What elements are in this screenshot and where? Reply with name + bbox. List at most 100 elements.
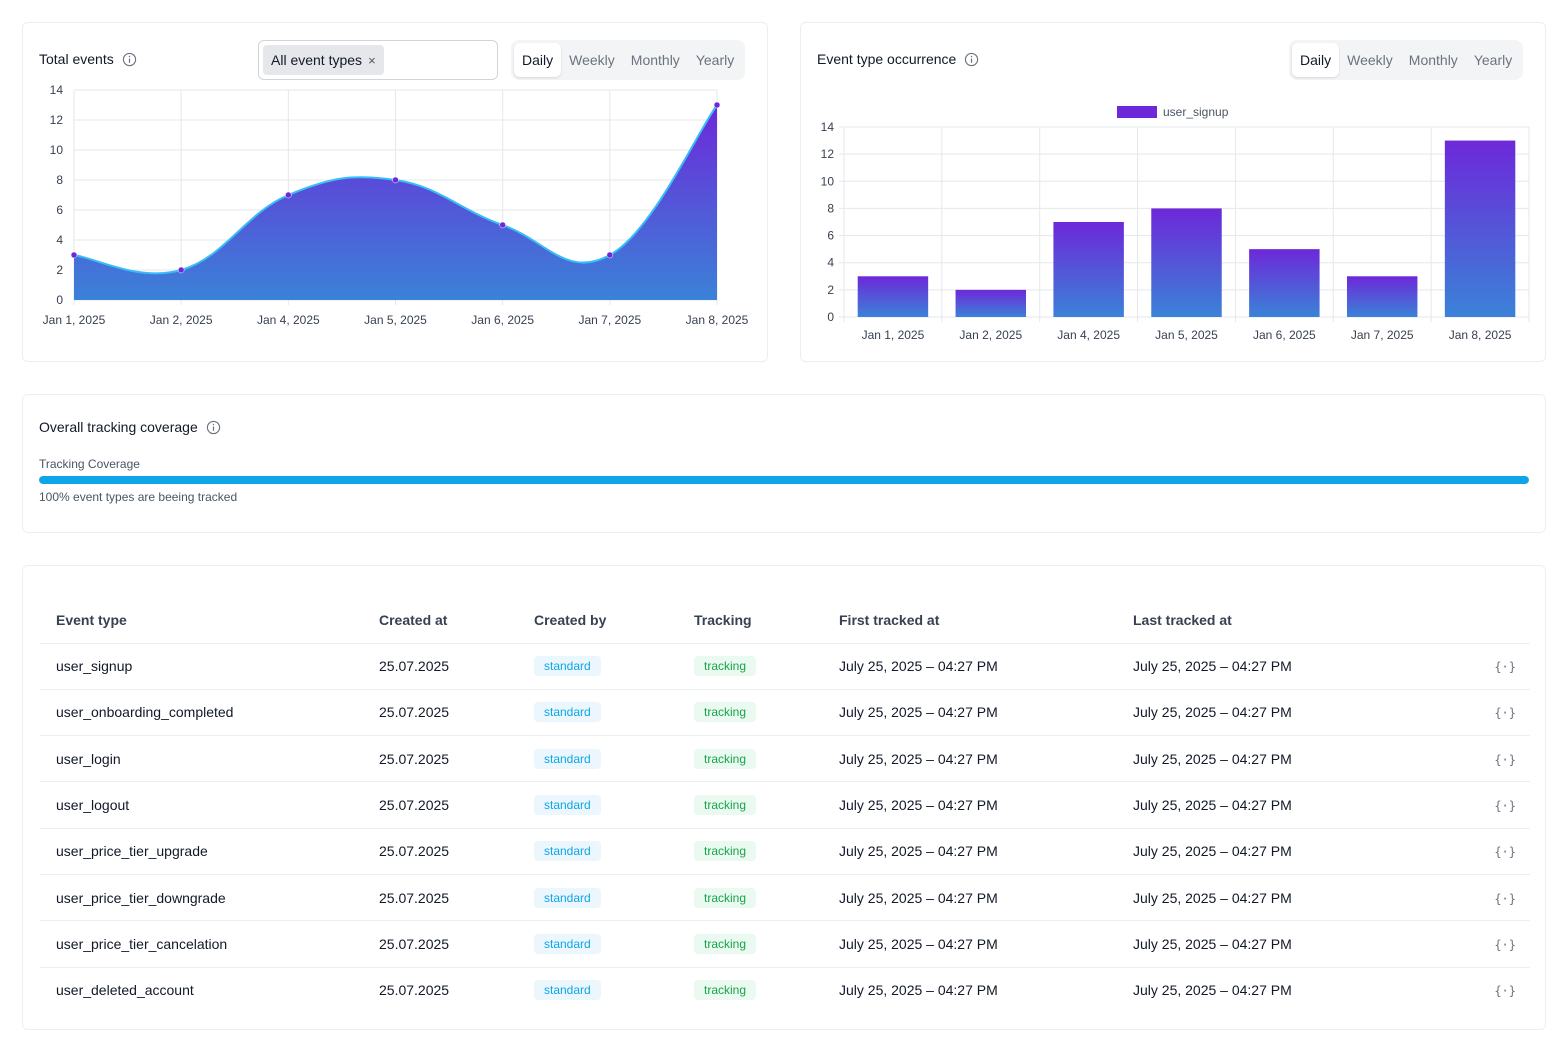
tracking-cell: tracking bbox=[678, 920, 823, 968]
coverage-title-wrap: Overall tracking coverage bbox=[39, 419, 221, 435]
table-row[interactable]: user_signup 25.07.2025 standard tracking Jul… bbox=[40, 643, 1530, 690]
coverage-bar-label: Tracking Coverage bbox=[39, 457, 140, 471]
col-first-tracked[interactable]: First tracked at bbox=[823, 598, 1117, 644]
data-point bbox=[70, 251, 78, 259]
table-row[interactable]: user_price_tier_cancelation 25.07.2025 sta… bbox=[40, 920, 1530, 968]
filter-chip: All event types × bbox=[263, 45, 384, 75]
col-created-at[interactable]: Created at bbox=[363, 598, 518, 644]
data-point bbox=[499, 221, 506, 229]
total-events-card: Total events All event types × Daily Wee… bbox=[22, 22, 768, 362]
code-braces-icon[interactable]: {·} bbox=[1494, 799, 1516, 814]
code-braces-icon[interactable]: {·} bbox=[1494, 660, 1516, 675]
col-event-type[interactable]: Event type bbox=[40, 598, 363, 644]
bar bbox=[1346, 276, 1418, 317]
period-yearly[interactable]: Yearly bbox=[695, 52, 735, 68]
tracking-cell: tracking bbox=[678, 781, 823, 829]
table-row[interactable]: user_deleted_account 25.07.2025 standard tr… bbox=[40, 967, 1530, 1013]
occurrence-title: Event type occurrence bbox=[817, 51, 957, 67]
created-at-cell: 25.07.2025 bbox=[363, 781, 518, 829]
col-actions bbox=[1417, 598, 1530, 644]
period-monthly[interactable]: Monthly bbox=[1408, 52, 1458, 68]
event-type-cell: user_price_tier_downgrade bbox=[40, 874, 363, 922]
created-by-cell: standard bbox=[518, 967, 678, 1013]
table-row[interactable]: user_price_tier_downgrade 25.07.2025 stand… bbox=[40, 874, 1530, 922]
legend-swatch bbox=[1117, 106, 1157, 118]
created-at-cell: 25.07.2025 bbox=[363, 735, 518, 783]
y-tick-label: 14 bbox=[50, 85, 64, 97]
x-tick-label: Jan 1, 2025 bbox=[862, 328, 925, 342]
period-daily[interactable]: Daily bbox=[1292, 43, 1340, 77]
created-at-cell: 25.07.2025 bbox=[363, 920, 518, 968]
tracking-cell: tracking bbox=[678, 689, 823, 737]
last-tracked-cell: July 25, 2025 – 04:27 PM bbox=[1117, 735, 1417, 783]
event-type-cell: user_signup bbox=[40, 643, 363, 690]
first-tracked-cell: July 25, 2025 – 04:27 PM bbox=[823, 643, 1117, 690]
table-row[interactable]: user_price_tier_upgrade 25.07.2025 standar… bbox=[40, 828, 1530, 875]
x-tick-label: Jan 8, 2025 bbox=[686, 313, 749, 327]
col-last-tracked[interactable]: Last tracked at bbox=[1117, 598, 1417, 644]
actions-cell: {·} bbox=[1417, 689, 1530, 737]
code-braces-icon[interactable]: {·} bbox=[1494, 891, 1516, 906]
created-by-badge: standard bbox=[534, 980, 601, 1001]
bar bbox=[1444, 140, 1516, 317]
total-events-title-wrap: Total events bbox=[39, 51, 137, 67]
x-tick-label: Jan 5, 2025 bbox=[1155, 328, 1218, 342]
tracking-cell: tracking bbox=[678, 735, 823, 783]
created-by-cell: standard bbox=[518, 689, 678, 737]
actions-cell: {·} bbox=[1417, 967, 1530, 1013]
code-braces-icon[interactable]: {·} bbox=[1494, 984, 1516, 999]
bar bbox=[955, 289, 1027, 317]
event-type-cell: user_price_tier_upgrade bbox=[40, 828, 363, 875]
tracking-status-badge: tracking bbox=[694, 887, 757, 908]
event-occurrence-card: Event type occurrence Daily Weekly Month… bbox=[800, 22, 1546, 362]
period-weekly[interactable]: Weekly bbox=[1347, 52, 1393, 68]
table-row[interactable]: user_logout 25.07.2025 standard tracking Jul… bbox=[40, 781, 1530, 829]
col-created-by[interactable]: Created by bbox=[518, 598, 678, 644]
created-at-cell: 25.07.2025 bbox=[363, 643, 518, 690]
tracking-status-badge: tracking bbox=[694, 702, 757, 723]
tracking-cell: tracking bbox=[678, 874, 823, 922]
y-tick-label: 10 bbox=[821, 174, 835, 188]
table-row[interactable]: user_login 25.07.2025 standard tracking July… bbox=[40, 735, 1530, 783]
y-tick-label: 2 bbox=[827, 283, 834, 297]
created-by-cell: standard bbox=[518, 735, 678, 783]
created-at-cell: 25.07.2025 bbox=[363, 828, 518, 875]
info-icon[interactable] bbox=[964, 52, 979, 67]
legend-label: user_signup bbox=[1163, 105, 1229, 119]
code-braces-icon[interactable]: {·} bbox=[1494, 706, 1516, 721]
total-events-chart: 0 2 4 6 8 10 12 14 Jan 1, 2025 Jan 2, 2025 Jan 4, … bbox=[43, 85, 749, 327]
created-at-cell: 25.07.2025 bbox=[363, 689, 518, 737]
x-tick-label: Jan 1, 2025 bbox=[43, 313, 106, 327]
y-tick-label: 4 bbox=[827, 256, 834, 270]
first-tracked-cell: July 25, 2025 – 04:27 PM bbox=[823, 781, 1117, 829]
created-at-cell: 25.07.2025 bbox=[363, 874, 518, 922]
area-fill bbox=[74, 105, 717, 300]
created-by-cell: standard bbox=[518, 643, 678, 690]
code-braces-icon[interactable]: {·} bbox=[1494, 752, 1516, 767]
y-tick-label: 12 bbox=[821, 147, 835, 161]
created-by-badge: standard bbox=[534, 656, 601, 677]
x-tick-label: Jan 6, 2025 bbox=[1253, 328, 1316, 342]
period-yearly[interactable]: Yearly bbox=[1473, 52, 1513, 68]
tracking-cell: tracking bbox=[678, 967, 823, 1013]
period-monthly[interactable]: Monthly bbox=[630, 52, 680, 68]
info-icon[interactable] bbox=[122, 52, 137, 67]
table-row[interactable]: user_onboarding_completed 25.07.2025 stand… bbox=[40, 689, 1530, 737]
period-daily[interactable]: Daily bbox=[514, 43, 562, 77]
code-braces-icon[interactable]: {·} bbox=[1494, 845, 1516, 860]
code-braces-icon[interactable]: {·} bbox=[1494, 937, 1516, 952]
event-type-filter[interactable]: All event types × bbox=[258, 40, 498, 80]
x-tick-label: Jan 7, 2025 bbox=[1351, 328, 1414, 342]
event-type-cell: user_price_tier_cancelation bbox=[40, 920, 363, 968]
y-tick-label: 6 bbox=[827, 229, 834, 243]
info-icon[interactable] bbox=[206, 420, 221, 435]
chip-remove-icon[interactable]: × bbox=[368, 52, 376, 68]
col-tracking[interactable]: Tracking bbox=[678, 598, 823, 644]
coverage-note: 100% event types are beeing tracked bbox=[39, 490, 238, 504]
coverage-card: Overall tracking coverage Tracking Cover… bbox=[22, 394, 1546, 533]
y-tick-label: 0 bbox=[827, 310, 834, 324]
y-tick-label: 6 bbox=[56, 203, 63, 217]
event-type-cell: user_deleted_account bbox=[56, 982, 194, 999]
period-weekly[interactable]: Weekly bbox=[569, 52, 615, 68]
event-type-cell: user_logout bbox=[40, 781, 363, 829]
